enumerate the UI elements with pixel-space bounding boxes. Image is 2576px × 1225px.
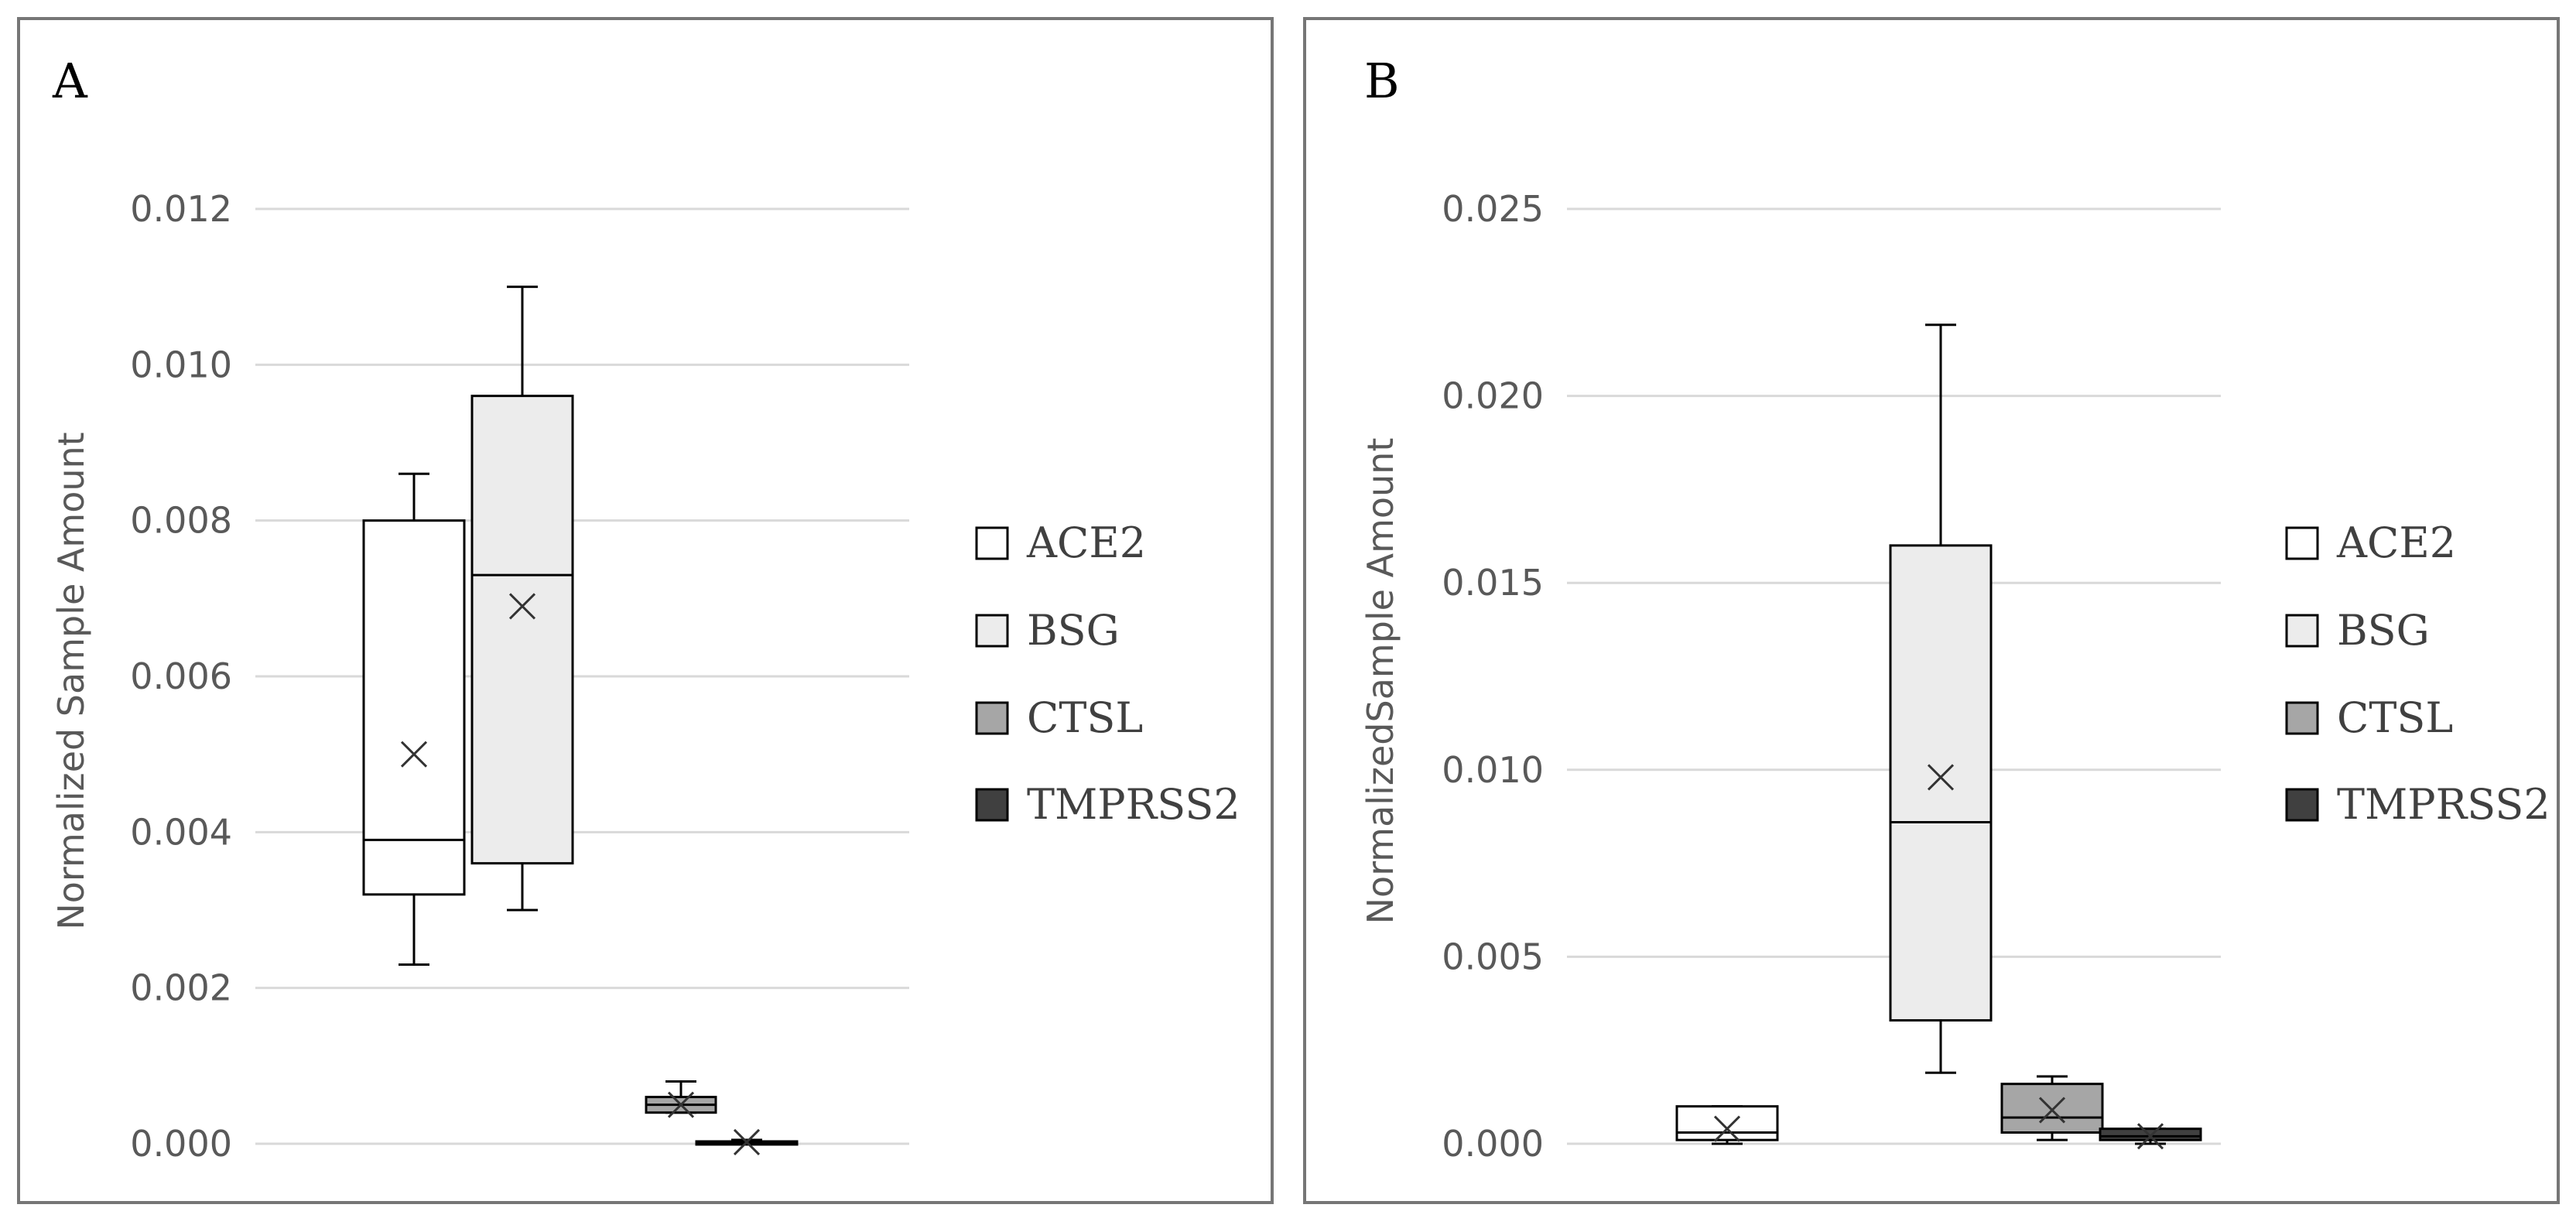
box-tmprss2	[2099, 1123, 2202, 1150]
box-tmprss2	[695, 1128, 799, 1156]
panel-b-label: B	[1364, 53, 1400, 109]
y-tick-label: 0.020	[1442, 375, 1544, 417]
box-mean-marker	[400, 741, 428, 768]
legend-swatch-ace2	[975, 526, 1009, 560]
panel-a-legend: ACE2 BSG CTSL TMPRSS2	[975, 518, 1240, 829]
y-tick-label: 0.010	[130, 344, 232, 385]
y-tick-label: 0.025	[1442, 188, 1544, 230]
legend-swatch-bsg	[2285, 614, 2319, 648]
box-body	[2000, 1083, 2104, 1134]
box-mean-marker	[2136, 1123, 2164, 1150]
box-body	[1889, 544, 1993, 1022]
panel-b-boxes	[1675, 323, 2202, 1150]
y-tick-label: 0.000	[130, 1123, 232, 1165]
panel-b-legend: ACE2 BSG CTSL TMPRSS2	[2285, 518, 2550, 829]
panel-a: A Normalized Sample Amount 0.0000.0020.0…	[17, 17, 1274, 1204]
panel-b: B NormalizedSample Amount 0.000 0.005 0.01…	[1303, 17, 2560, 1204]
box-ace2	[1675, 1105, 1779, 1145]
box-ctsl	[645, 1080, 717, 1118]
legend-label-tmprss2: TMPRSS2	[2337, 780, 2550, 829]
y-tick-label: 0.010	[1442, 749, 1544, 791]
panel-a-yticks: 0.000 0.002 0.004 0.006 0.008 0.010 0.012	[130, 188, 232, 1165]
box-mean-marker	[733, 1128, 761, 1156]
box-body	[1675, 1105, 1779, 1141]
box-mean-marker	[2038, 1097, 2066, 1124]
legend-label-bsg: BSG	[1027, 606, 1120, 655]
y-tick-label: 0.012	[130, 188, 232, 230]
panel-b-ylabel: NormalizedSample Amount	[1360, 438, 1401, 925]
panel-a-boxes	[362, 286, 799, 1156]
legend-swatch-tmprss2	[2285, 788, 2319, 822]
legend-label-ace2: ACE2	[1026, 518, 1146, 567]
box-ctsl	[2000, 1075, 2104, 1141]
panel-a-frame	[17, 17, 1274, 1204]
box-body	[470, 395, 574, 865]
y-tick-label: 0.008	[130, 500, 232, 542]
y-tick-label: 0.004	[130, 811, 232, 853]
box-mean-marker	[667, 1091, 695, 1118]
y-tick-label: 0.015	[1442, 562, 1544, 604]
box-mean-marker	[1713, 1115, 1741, 1142]
box-mean-marker	[1927, 764, 1955, 791]
box-body	[362, 519, 466, 896]
legend-label-ace2: ACE2	[2336, 518, 2456, 567]
panel-a-ylabel: Normalized Sample Amount	[50, 432, 92, 929]
y-tick-label: 0.000	[1442, 1123, 1544, 1165]
box-mean-marker	[508, 593, 536, 620]
y-tick-label: 0.005	[1442, 936, 1544, 977]
box-ace2	[362, 472, 466, 966]
legend-swatch-ace2	[2285, 526, 2319, 560]
legend-label-tmprss2: TMPRSS2	[1027, 780, 1240, 829]
legend-label-ctsl: CTSL	[1027, 693, 1143, 742]
legend-label-bsg: BSG	[2337, 606, 2430, 655]
box-body	[2099, 1127, 2202, 1141]
box-bsg	[470, 286, 574, 912]
box-bsg	[1889, 323, 1993, 1074]
panel-b-yticks: 0.000 0.005 0.010 0.015 0.020 0.025	[1442, 188, 1544, 1165]
y-tick-label: 0.002	[130, 967, 232, 1009]
legend-swatch-bsg	[975, 614, 1009, 648]
legend-label-ctsl: CTSL	[2337, 693, 2453, 742]
y-tick-label: 0.006	[130, 655, 232, 697]
legend-swatch-ctsl	[975, 701, 1009, 735]
panel-a-label: A	[52, 53, 88, 109]
legend-swatch-tmprss2	[975, 788, 1009, 822]
legend-swatch-ctsl	[2285, 701, 2319, 735]
